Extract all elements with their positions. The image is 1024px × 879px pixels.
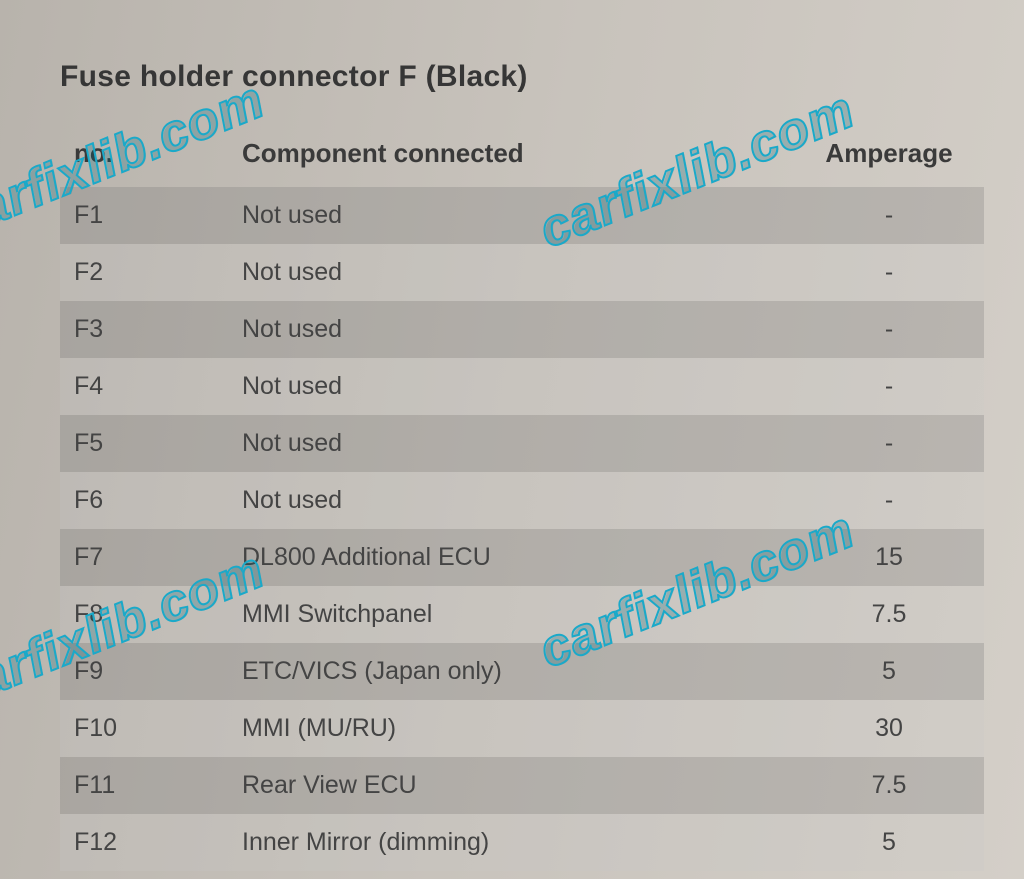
cell-amperage: - <box>794 301 984 358</box>
cell-component: Rear View ECU <box>230 757 794 814</box>
cell-no: F5 <box>60 415 230 472</box>
cell-no: F7 <box>60 529 230 586</box>
cell-component: Inner Mirror (dimming) <box>230 814 794 871</box>
cell-component: Not used <box>230 415 794 472</box>
cell-amperage: 7.5 <box>794 586 984 643</box>
cell-amperage: 5 <box>794 643 984 700</box>
cell-component: ETC/VICS (Japan only) <box>230 643 794 700</box>
cell-component: Not used <box>230 301 794 358</box>
table-row: F3Not used- <box>60 301 984 358</box>
cell-amperage: - <box>794 187 984 244</box>
table-row: F11Rear View ECU7.5 <box>60 757 984 814</box>
table-row: F1Not used- <box>60 187 984 244</box>
table-row: F5Not used- <box>60 415 984 472</box>
table-row: F8MMI Switchpanel7.5 <box>60 586 984 643</box>
table-row: F6Not used- <box>60 472 984 529</box>
cell-amperage: - <box>794 358 984 415</box>
table-row: F4Not used- <box>60 358 984 415</box>
cell-amperage: - <box>794 472 984 529</box>
cell-no: F4 <box>60 358 230 415</box>
cell-amperage: - <box>794 244 984 301</box>
table-row: F12Inner Mirror (dimming)5 <box>60 814 984 871</box>
cell-no: F10 <box>60 700 230 757</box>
cell-component: Not used <box>230 187 794 244</box>
table-row: F9ETC/VICS (Japan only)5 <box>60 643 984 700</box>
col-header-component: Component connected <box>230 124 794 187</box>
cell-amperage: 15 <box>794 529 984 586</box>
cell-amperage: 30 <box>794 700 984 757</box>
cell-component: Not used <box>230 472 794 529</box>
col-header-amperage: Amperage <box>794 124 984 187</box>
cell-no: F11 <box>60 757 230 814</box>
cell-component: Not used <box>230 244 794 301</box>
cell-no: F3 <box>60 301 230 358</box>
cell-amperage: 7.5 <box>794 757 984 814</box>
cell-component: MMI (MU/RU) <box>230 700 794 757</box>
cell-no: F2 <box>60 244 230 301</box>
table-row: F7DL800 Additional ECU15 <box>60 529 984 586</box>
cell-no: F12 <box>60 814 230 871</box>
page-title: Fuse holder connector F (Black) <box>60 60 984 94</box>
table-row: F2Not used- <box>60 244 984 301</box>
cell-amperage: 5 <box>794 814 984 871</box>
cell-component: MMI Switchpanel <box>230 586 794 643</box>
fuse-table: no. Component connected Amperage F1Not u… <box>60 124 984 871</box>
cell-component: Not used <box>230 358 794 415</box>
cell-no: F8 <box>60 586 230 643</box>
col-header-no: no. <box>60 124 230 187</box>
table-header-row: no. Component connected Amperage <box>60 124 984 187</box>
table-row: F10MMI (MU/RU)30 <box>60 700 984 757</box>
cell-no: F9 <box>60 643 230 700</box>
cell-no: F1 <box>60 187 230 244</box>
cell-amperage: - <box>794 415 984 472</box>
cell-no: F6 <box>60 472 230 529</box>
cell-component: DL800 Additional ECU <box>230 529 794 586</box>
